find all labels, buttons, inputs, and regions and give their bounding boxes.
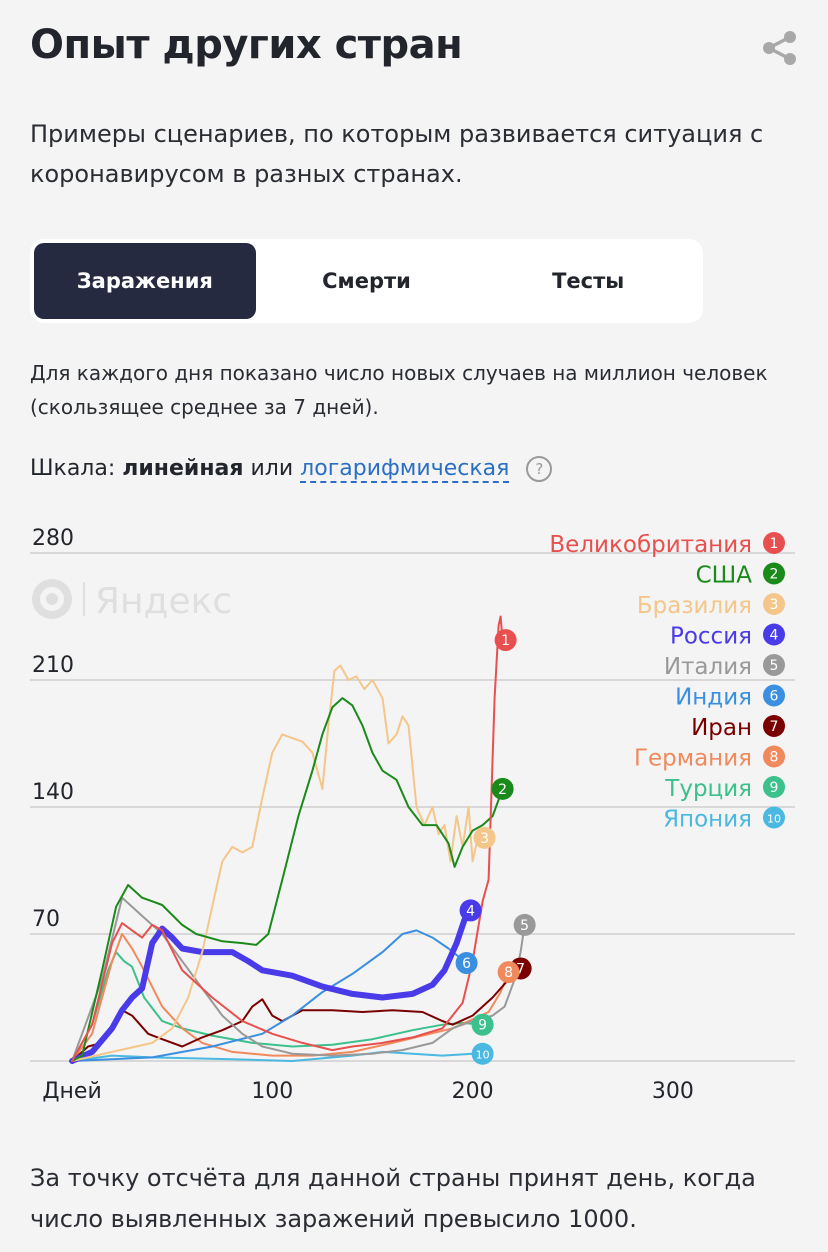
page-title: Опыт других стран [30, 22, 463, 68]
y-tick-label: 70 [32, 907, 60, 932]
series-end-label-6: 6 [462, 956, 471, 972]
series-line-8 [71, 933, 510, 1062]
series-line-7 [71, 967, 522, 1062]
legend-marker-10 [763, 806, 785, 829]
tab-infections[interactable]: Заражения [34, 243, 256, 319]
footnote: За точку отсчёта для данной страны приня… [30, 1164, 756, 1233]
legend-number-8: 8 [770, 750, 779, 766]
x-tick-label: 100 [251, 1079, 293, 1104]
series-end-label-10: 10 [476, 1049, 490, 1062]
scale-label: Шкала: [30, 456, 116, 481]
legend-marker-6 [763, 684, 785, 707]
legend-label-4: Россия [670, 624, 752, 650]
legend-marker-1 [763, 532, 785, 554]
y-tick-label: 210 [32, 653, 74, 678]
legend-number-5: 5 [770, 658, 779, 674]
legend-marker-3 [763, 593, 785, 615]
series-line-6 [71, 929, 468, 1062]
x-axis-label: Дней [42, 1079, 101, 1104]
series-end-label-5: 5 [520, 918, 529, 934]
series-end-label-4: 4 [466, 903, 475, 919]
legend-number-1: 1 [770, 536, 779, 552]
series-end-label-1: 1 [501, 633, 510, 649]
legend-number-10: 10 [767, 813, 781, 826]
series-end-label-9: 9 [478, 1018, 487, 1034]
scale-linear-option[interactable]: линейная [122, 456, 244, 481]
legend-label-9: Турция [664, 776, 752, 802]
tab-deaths[interactable]: Смерти [322, 269, 411, 293]
tab-tests[interactable]: Тесты [552, 269, 625, 293]
legend-label-7: Иран [691, 715, 752, 741]
series-end-marker-10 [471, 1042, 494, 1065]
series-end-label-8: 8 [504, 965, 513, 981]
series-line-2 [71, 697, 504, 1062]
watermark: Яндекс [32, 579, 232, 622]
legend-number-2: 2 [770, 567, 779, 583]
legend-number-4: 4 [770, 628, 779, 644]
scale-selector: Шкала: линейная или логарифмическая ? [30, 456, 553, 483]
y-tick-label: 280 [32, 526, 74, 551]
series-line-1 [71, 615, 504, 1062]
legend-marker-9 [763, 776, 785, 798]
series-end-marker-3 [473, 826, 496, 849]
legend-number-3: 3 [770, 597, 779, 613]
legend-number-6: 6 [770, 689, 779, 705]
series-end-marker-2 [491, 777, 514, 800]
legend-label-2: США [696, 563, 753, 589]
metric-tabs: Заражения Смерти Тесты [30, 239, 703, 323]
scale-log-option[interactable]: логарифмическая [300, 456, 510, 483]
legend-label-10: Япония [663, 807, 752, 833]
subtitle: Примеры сценариев, по которым развиваетс… [30, 120, 764, 188]
x-tick-label: 200 [452, 1079, 494, 1104]
series-line-3 [71, 664, 486, 1062]
series-end-label-3: 3 [480, 831, 489, 847]
legend-label-1: Великобритания [549, 532, 752, 558]
series-end-marker-1 [494, 629, 517, 652]
legend-number-7: 7 [770, 719, 779, 735]
scale-or: или [250, 456, 294, 481]
legend-marker-7 [763, 715, 785, 737]
help-icon[interactable]: ? [526, 456, 553, 482]
series-line-4 [69, 907, 474, 1064]
series-end-marker-9 [471, 1013, 494, 1036]
series-end-label-2: 2 [498, 782, 507, 798]
legend-marker-5 [763, 654, 785, 676]
watermark-text: Яндекс [95, 581, 232, 622]
legend-number-9: 9 [770, 780, 779, 796]
chart-description: Для каждого дня показано число новых слу… [30, 361, 768, 419]
series-end-marker-5 [513, 913, 536, 936]
series-end-label-7: 7 [516, 961, 525, 977]
legend-label-8: Германия [634, 746, 752, 772]
series-end-marker-8 [497, 961, 520, 984]
legend-marker-4 [763, 623, 785, 646]
legend-marker-2 [763, 562, 785, 585]
legend-label-5: Италия [664, 654, 752, 680]
y-tick-label: 140 [32, 780, 74, 805]
series-end-marker-6 [455, 952, 478, 975]
legend-label-6: Индия [675, 685, 752, 711]
share-icon[interactable] [760, 28, 800, 68]
legend-marker-8 [763, 745, 785, 768]
x-tick-label: 300 [652, 1079, 694, 1104]
legend-label-3: Бразилия [637, 593, 752, 619]
series-end-marker-4 [459, 899, 482, 922]
